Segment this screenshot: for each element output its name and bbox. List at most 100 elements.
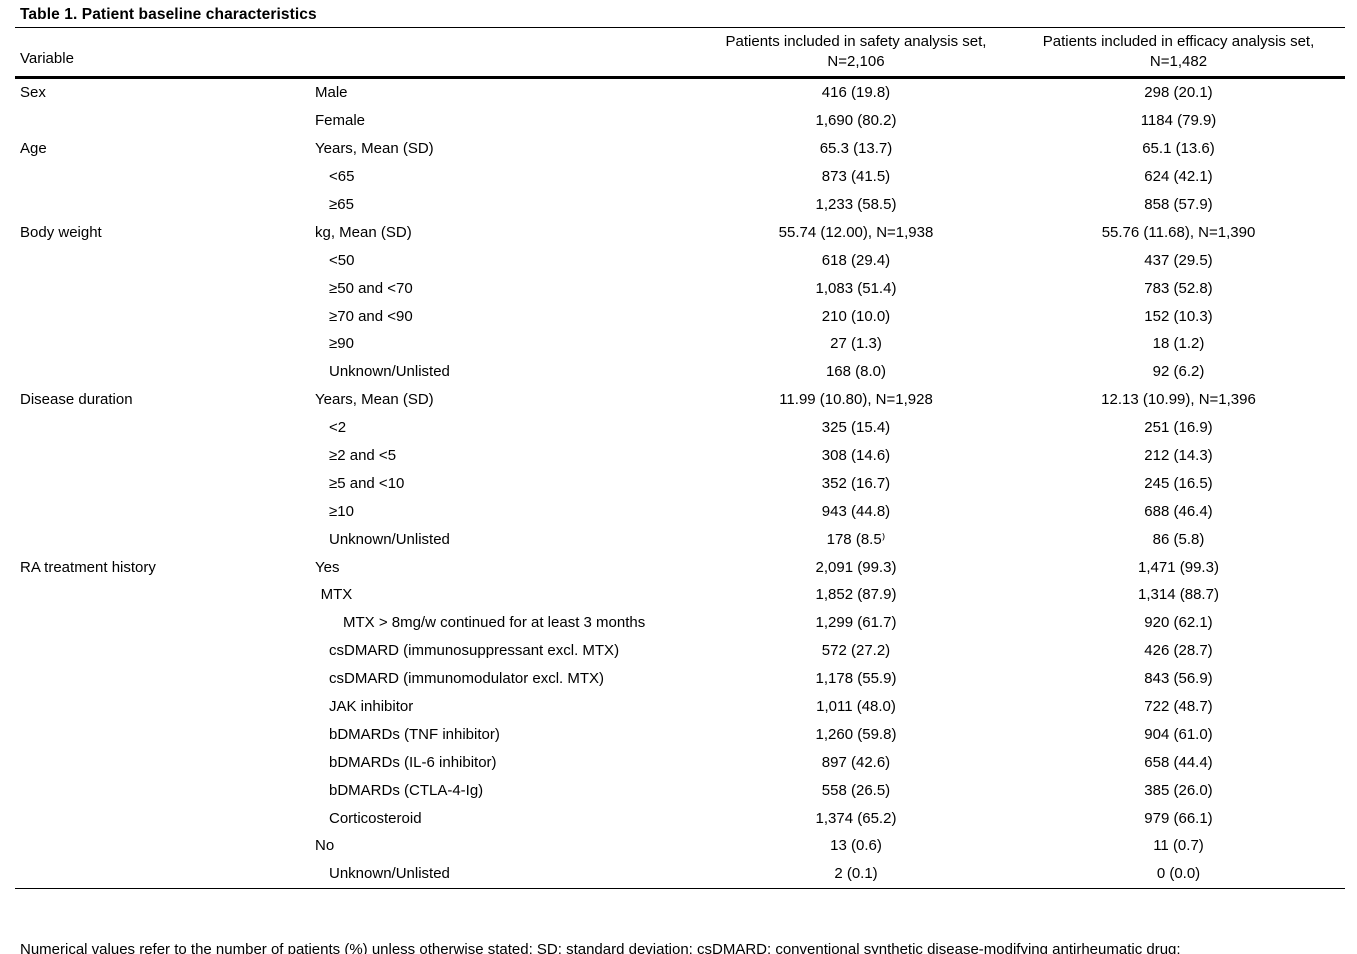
- table-row: bDMARDs (CTLA-4-Ig) 558 (26.5) 385 (26.0…: [15, 776, 1345, 804]
- row-safety-value: 1,299 (61.7): [815, 614, 897, 632]
- row-efficacy-value: 722 (48.7): [1144, 698, 1213, 716]
- row-label: csDMARD (immunomodulator excl. MTX): [329, 670, 605, 688]
- row-efficacy-value: 18 (1.2): [1152, 335, 1205, 353]
- row-label: Yes: [315, 558, 340, 576]
- header-efficacy-line1: Patients included in efficacy analysis s…: [1042, 33, 1315, 50]
- table-row: Female 1,690 (80.2) 1184 (79.9): [15, 107, 1345, 135]
- row-label: Years, Mean (SD): [315, 140, 434, 158]
- row-efficacy-value: 979 (66.1): [1144, 809, 1213, 827]
- row-label: ≥65: [329, 196, 354, 213]
- table-row: ≥2 and <5 308 (14.6) 212 (14.3): [15, 442, 1345, 470]
- row-efficacy-value: 624 (42.1): [1144, 168, 1213, 186]
- table-row: Corticosteroid 1,374 (65.2) 979 (66.1): [15, 804, 1345, 832]
- row-efficacy-value: 437 (29.5): [1144, 251, 1213, 269]
- row-safety-value: 27 (1.3): [830, 335, 882, 353]
- header-safety-column: Patients included in safety analysis set…: [695, 32, 1017, 72]
- row-safety-value: 416 (19.8): [821, 84, 891, 102]
- row-safety-value: 558 (26.5): [821, 781, 891, 799]
- table-row: ≥70 and <90 210 (10.0) 152 (10.3): [15, 302, 1345, 330]
- table-row: <2 325 (15.4) 251 (16.9): [15, 414, 1345, 442]
- row-label: <65: [329, 168, 355, 186]
- header-safety-line1: Patients included in safety analysis set…: [725, 33, 987, 50]
- row-safety-value: 873 (41.5): [821, 168, 891, 186]
- row-safety-value: 13 (0.6): [830, 837, 882, 855]
- row-variable: Sex: [20, 84, 46, 102]
- row-label: ≥90: [329, 335, 354, 353]
- row-efficacy-value: 65.1 (13.6): [1142, 140, 1215, 158]
- row-variable: RA treatment history: [20, 558, 156, 576]
- table-row: <65 873 (41.5) 624 (42.1): [15, 163, 1345, 191]
- table-row: ≥5 and <10 352 (16.7) 245 (16.5): [15, 469, 1345, 497]
- row-safety-value: 1,178 (55.9): [815, 670, 897, 688]
- header-efficacy-column: Patients included in efficacy analysis s…: [1017, 32, 1340, 72]
- baseline-characteristics-table: Variable Patients included in safety ana…: [15, 28, 1345, 889]
- row-label: Unknown/Unlisted: [329, 865, 450, 883]
- table-row: csDMARD (immunomodulator excl. MTX) 1,17…: [15, 665, 1345, 693]
- row-label: ≥10: [329, 502, 354, 520]
- row-efficacy-value: 12.13 (10.99), N=1,396: [1101, 391, 1256, 409]
- row-label: ≥5 and <10: [329, 474, 405, 492]
- row-efficacy-value: 1,314 (88.7): [1138, 586, 1219, 604]
- row-safety-value: 352 (16.7): [821, 474, 891, 492]
- row-efficacy-value: 1184 (79.9): [1140, 112, 1217, 130]
- row-efficacy-value: 843 (56.9): [1144, 670, 1213, 688]
- row-safety-value: 943 (44.8): [821, 502, 891, 520]
- table-row: Body weight kg, Mean (SD) 55.74 (12.00),…: [15, 218, 1345, 246]
- row-label: bDMARDs (CTLA-4-Ig): [329, 781, 484, 799]
- row-efficacy-value: 385 (26.0): [1144, 781, 1213, 799]
- row-safety-value: 168 (8.0): [825, 363, 887, 381]
- row-label: Female: [315, 112, 366, 130]
- row-efficacy-value: 251 (16.9): [1144, 419, 1213, 437]
- row-label: ≥2 and <5: [329, 447, 397, 465]
- row-label: ≥70 and <90: [329, 307, 413, 325]
- row-safety-value: 1,233 (58.5): [815, 196, 897, 213]
- row-safety-value: 897 (42.6): [821, 753, 891, 771]
- row-safety-value: 1,260 (59.8): [815, 725, 897, 743]
- table-row: Unknown/Unlisted 178 (8.5⁾ 86 (5.8): [15, 525, 1345, 553]
- header-efficacy-line2: N=1,482: [1149, 53, 1208, 70]
- row-safety-value: 55.74 (12.00), N=1,938: [778, 223, 934, 241]
- row-label: Male: [315, 84, 348, 102]
- table-row: Sex Male 416 (19.8) 298 (20.1): [15, 79, 1345, 107]
- row-label: Unknown/Unlisted: [329, 530, 450, 548]
- row-efficacy-value: 55.76 (11.68), N=1,390: [1101, 223, 1256, 241]
- row-efficacy-value: 688 (46.4): [1144, 502, 1213, 520]
- row-safety-value: 210 (10.0): [821, 307, 891, 325]
- row-efficacy-value: 904 (61.0): [1144, 725, 1213, 743]
- row-efficacy-value: 426 (28.7): [1144, 642, 1213, 660]
- table-row: bDMARDs (IL-6 inhibitor) 897 (42.6) 658 …: [15, 748, 1345, 776]
- row-efficacy-value: 212 (14.3): [1144, 447, 1213, 465]
- table-row: MTX > 8mg/w continued for at least 3 mon…: [15, 609, 1345, 637]
- row-label: MTX > 8mg/w continued for at least 3 mon…: [343, 614, 646, 632]
- row-safety-value: 1,011 (48.0): [816, 698, 896, 716]
- row-efficacy-value: 783 (52.8): [1144, 279, 1213, 297]
- table-row: RA treatment history Yes 2,091 (99.3) 1,…: [15, 553, 1345, 581]
- row-safety-value: 1,852 (87.9): [815, 586, 897, 604]
- row-safety-value: 178 (8.5⁾: [826, 531, 886, 549]
- row-label: Unknown/Unlisted: [329, 363, 450, 381]
- table-row: MTX 1,852 (87.9) 1,314 (88.7): [15, 581, 1345, 609]
- row-label: No: [315, 837, 335, 855]
- row-label: JAK inhibitor: [329, 698, 414, 716]
- row-efficacy-value: 298 (20.1): [1144, 84, 1213, 102]
- table-row: JAK inhibitor 1,011 (48.0) 722 (48.7): [15, 693, 1345, 721]
- row-efficacy-value: 858 (57.9): [1144, 196, 1213, 213]
- row-label: <2: [329, 419, 347, 437]
- table-row: ≥50 and <70 1,083 (51.4) 783 (52.8): [15, 274, 1345, 302]
- table-header-row: Variable Patients included in safety ana…: [15, 28, 1345, 79]
- table-row: Age Years, Mean (SD) 65.3 (13.7) 65.1 (1…: [15, 135, 1345, 163]
- row-safety-value: 325 (15.4): [821, 419, 891, 437]
- row-label: Corticosteroid: [329, 809, 422, 827]
- row-efficacy-value: 152 (10.3): [1144, 307, 1213, 325]
- table-row: ≥10 943 (44.8) 688 (46.4): [15, 497, 1345, 525]
- table-row: ≥90 27 (1.3) 18 (1.2): [15, 330, 1345, 358]
- row-label: bDMARDs (IL-6 inhibitor): [329, 753, 497, 771]
- table-footnote: Numerical values refer to the number of …: [15, 889, 1345, 954]
- header-variable: Variable: [20, 49, 74, 67]
- row-label: Years, Mean (SD): [315, 391, 434, 409]
- row-label: bDMARDs (TNF inhibitor): [329, 725, 500, 743]
- table-row: No 13 (0.6) 11 (0.7): [15, 832, 1345, 860]
- row-safety-value: 1,374 (65.2): [815, 809, 897, 827]
- row-label: <50: [329, 251, 355, 269]
